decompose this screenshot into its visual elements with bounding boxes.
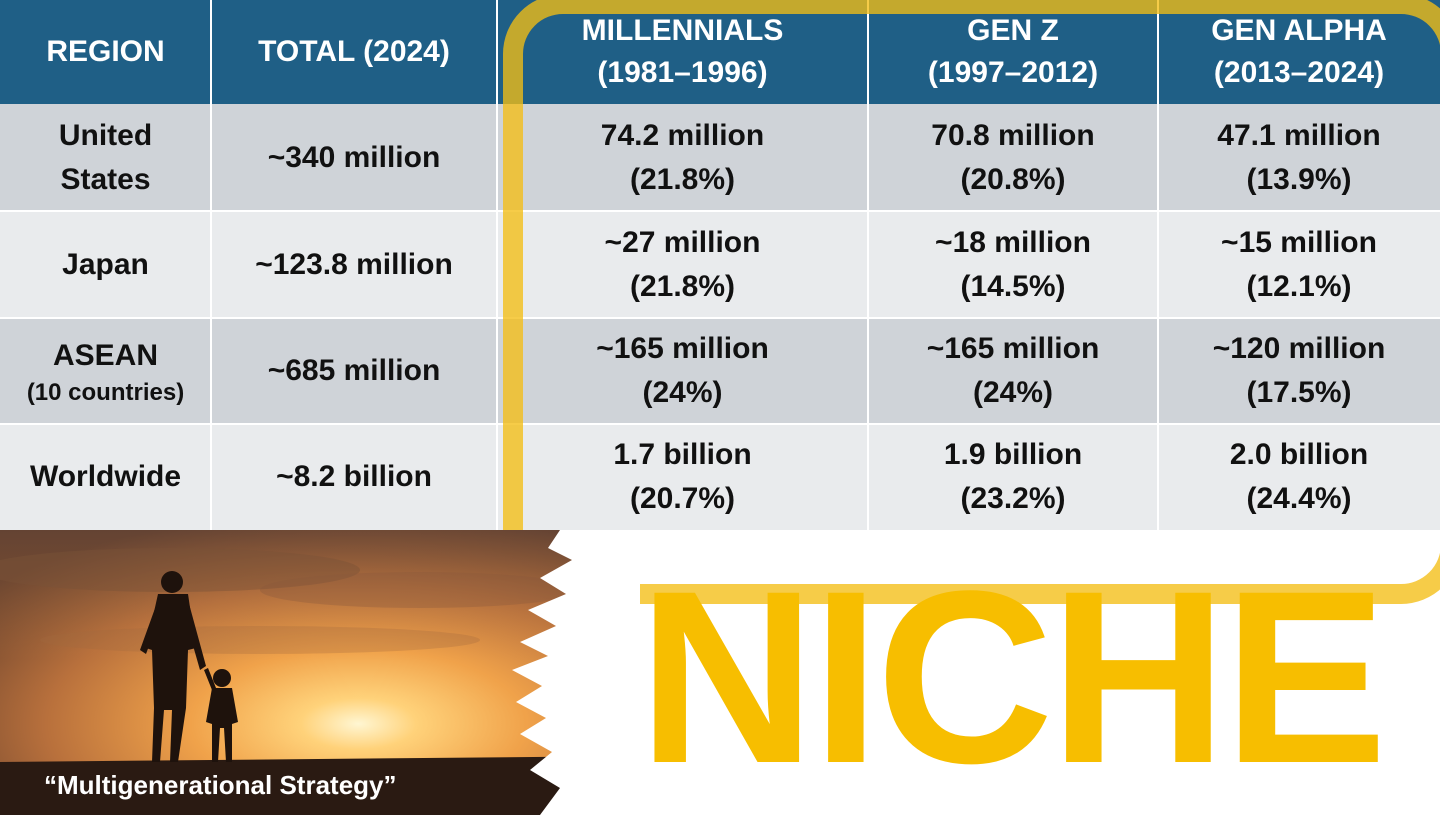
cell-millennials-worldwide: 1.7 billion (20.7%) xyxy=(497,424,868,530)
column-divider xyxy=(1157,0,1159,530)
cell-alpha-asean: ~120 million (17.5%) xyxy=(1158,318,1440,424)
column-divider xyxy=(210,0,212,530)
cell-total-us: ~340 million xyxy=(211,104,497,211)
cell-total-japan: ~123.8 million xyxy=(211,211,497,318)
cell-genz-asean: ~165 million (24%) xyxy=(868,318,1158,424)
header-gen-alpha: GEN ALPHA (2013–2024) xyxy=(1158,0,1440,104)
row-divider xyxy=(0,317,1440,319)
column-divider xyxy=(867,0,869,530)
cell-total-asean: ~685 million xyxy=(211,318,497,424)
cell-genz-us: 70.8 million (20.8%) xyxy=(868,104,1158,211)
header-total: TOTAL (2024) xyxy=(211,0,497,104)
cell-millennials-asean: ~165 million (24%) xyxy=(497,318,868,424)
header-gen-z: GEN Z (1997–2012) xyxy=(868,0,1158,104)
row-divider xyxy=(0,210,1440,212)
cell-total-worldwide: ~8.2 billion xyxy=(211,424,497,530)
cell-millennials-japan: ~27 million (21.8%) xyxy=(497,211,868,318)
sunset-photo xyxy=(0,530,640,815)
cell-region-us: United States xyxy=(0,104,211,211)
header-region: REGION xyxy=(0,0,211,104)
sunset-silhouette-image xyxy=(0,530,640,815)
cell-alpha-japan: ~15 million (12.1%) xyxy=(1158,211,1440,318)
cell-genz-japan: ~18 million (14.5%) xyxy=(868,211,1158,318)
cell-alpha-worldwide: 2.0 billion (24.4%) xyxy=(1158,424,1440,530)
headline-niche: NICHE xyxy=(638,540,1387,815)
column-divider xyxy=(496,0,498,530)
cell-genz-worldwide: 1.9 billion (23.2%) xyxy=(868,424,1158,530)
cell-millennials-us: 74.2 million (21.8%) xyxy=(497,104,868,211)
cell-region-worldwide: Worldwide xyxy=(0,424,211,530)
caption-text: “Multigenerational Strategy” xyxy=(44,770,397,800)
cell-region-asean: ASEAN (10 countries) xyxy=(0,318,211,424)
cell-region-japan: Japan xyxy=(0,211,211,318)
generations-highlight-frame xyxy=(503,0,1440,604)
cell-alpha-us: 47.1 million (13.9%) xyxy=(1158,104,1440,211)
row-divider xyxy=(0,423,1440,425)
